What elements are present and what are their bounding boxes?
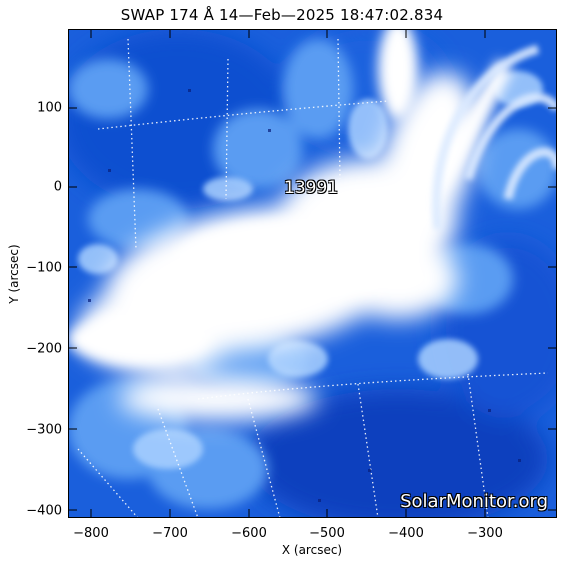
y-tick-label: −400 — [26, 503, 62, 519]
x-tick-label: −500 — [309, 526, 345, 541]
y-tick-label: 0 — [53, 179, 62, 195]
y-tick-label: −300 — [26, 422, 62, 438]
x-tick-label: −400 — [388, 526, 424, 541]
x-tick-label: −600 — [231, 526, 267, 541]
y-tick-label: −200 — [26, 341, 62, 357]
x-tick-label: −700 — [152, 526, 188, 541]
x-axis-label: X (arcsec) — [281, 543, 343, 557]
y-axis-label: Y (arcsec) — [7, 244, 21, 304]
y-tick-label: −100 — [26, 260, 62, 276]
plot-title: SWAP 174 Å 14—Feb—2025 18:47:02.834 — [120, 6, 444, 24]
solarmonitor-watermark: SolarMonitor.org — [400, 491, 548, 512]
x-tick-label: −300 — [467, 526, 503, 541]
x-tick-label: −800 — [73, 526, 109, 541]
active-region-label: 13991 — [284, 178, 339, 198]
solar-euv-image — [68, 29, 557, 518]
y-tick-label: 100 — [37, 100, 62, 116]
